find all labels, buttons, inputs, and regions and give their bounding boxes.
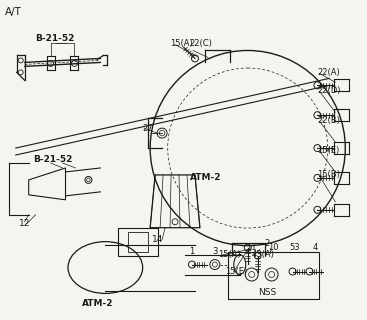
Text: 43(A): 43(A)	[252, 250, 275, 259]
Text: 22(D): 22(D)	[317, 86, 341, 95]
Text: 15(B): 15(B)	[317, 171, 340, 180]
Text: 22(B): 22(B)	[317, 116, 340, 125]
Text: B-21-52: B-21-52	[34, 34, 74, 43]
Bar	[118, 228, 158, 256]
Text: ATM-2: ATM-2	[190, 173, 221, 182]
Text: 4: 4	[312, 243, 318, 252]
Text: 15(A): 15(A)	[218, 250, 241, 259]
Text: 1: 1	[189, 247, 194, 256]
Text: 22(A): 22(A)	[317, 68, 340, 77]
Text: 10: 10	[268, 243, 278, 252]
Text: 22(C): 22(C)	[189, 39, 212, 48]
Text: B-21-52: B-21-52	[33, 156, 72, 164]
Text: 27: 27	[142, 124, 153, 132]
Text: 2: 2	[265, 239, 270, 248]
Bar	[128, 232, 148, 252]
Text: 11: 11	[246, 243, 256, 252]
Text: 53: 53	[290, 243, 300, 252]
Text: 15(A): 15(A)	[170, 39, 193, 48]
Text: 15(E): 15(E)	[225, 267, 247, 276]
Bar	[228, 252, 319, 300]
Text: 12: 12	[19, 219, 30, 228]
Text: 14: 14	[152, 235, 164, 244]
Text: NSS: NSS	[258, 288, 276, 297]
Text: ATM-2: ATM-2	[83, 299, 114, 308]
Text: 3: 3	[212, 247, 217, 256]
Text: A/T: A/T	[5, 7, 22, 17]
Text: 15(E): 15(E)	[317, 146, 340, 155]
